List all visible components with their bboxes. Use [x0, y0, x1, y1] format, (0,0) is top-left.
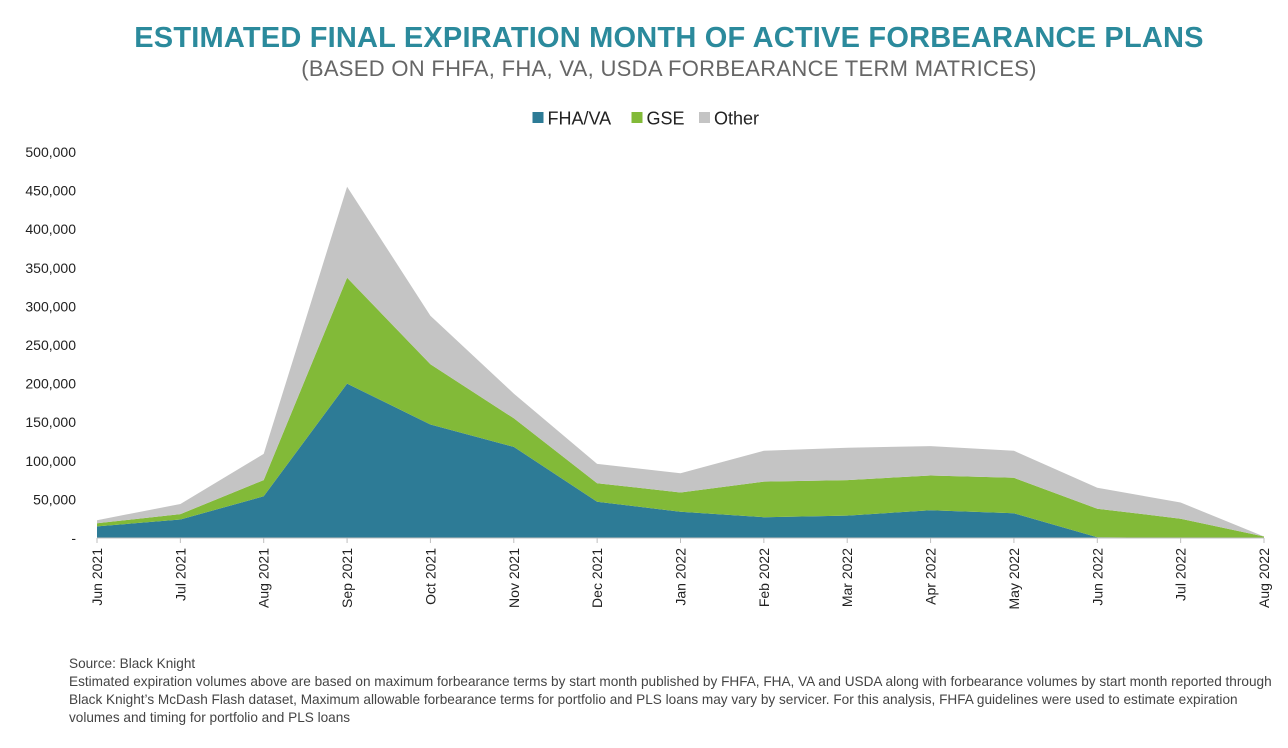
x-tick-label: May 2022 — [1006, 548, 1022, 610]
y-tick-label: 200,000 — [25, 376, 76, 392]
y-tick-label: 350,000 — [25, 260, 76, 276]
x-tick-label: Jul 2022 — [1173, 548, 1189, 601]
legend-swatch — [532, 112, 544, 123]
x-axis: Jun 2021 Jul 2021 Aug 2021 Sep 2021 Oct 2021… — [89, 538, 1272, 609]
legend-label: GSE — [647, 109, 685, 129]
y-tick-label: 450,000 — [25, 183, 76, 199]
y-tick-label: 500,000 — [25, 144, 76, 160]
legend: FHA/VA GSE Other — [532, 109, 759, 129]
footnote: Source: Black Knight Estimated expiratio… — [69, 655, 1281, 727]
y-tick-label: 400,000 — [25, 221, 76, 237]
plot-areas — [97, 186, 1264, 538]
y-axis: - 50,000 100,000 150,000 200,000 250,000 300,0… — [25, 144, 76, 546]
legend-swatch — [699, 112, 710, 123]
y-tick-label: 300,000 — [25, 298, 76, 314]
x-tick-label: Jun 2021 — [89, 548, 105, 606]
area-series-fha-va — [97, 383, 1264, 538]
x-tick-label: Oct 2021 — [422, 548, 438, 605]
x-tick-label: Aug 2022 — [1256, 548, 1272, 608]
area-series-gse — [97, 277, 1264, 538]
area-series-other — [97, 186, 1264, 537]
x-tick-label: Apr 2022 — [923, 548, 939, 605]
x-tick-label: Dec 2021 — [589, 548, 605, 608]
y-tick-label: 50,000 — [33, 491, 76, 507]
legend-label: FHA/VA — [548, 109, 612, 129]
methodology-note: Estimated expiration volumes above are b… — [69, 674, 1272, 725]
legend-swatch — [631, 112, 643, 123]
x-tick-label: Feb 2022 — [756, 548, 772, 607]
x-tick-label: Jan 2022 — [673, 548, 689, 606]
x-tick-label: Nov 2021 — [506, 548, 522, 608]
area-chart: FHA/VA GSE Other - 50,000 100,000 150,000 200,… — [25, 109, 1272, 610]
y-tick-label: - — [71, 530, 76, 546]
legend-item-other: Other — [699, 109, 759, 129]
chart-subtitle: (BASED ON FHFA, FHA, VA, USDA FORBEARANC… — [301, 56, 1037, 81]
chart-title: ESTIMATED FINAL EXPIRATION MONTH OF ACTI… — [134, 22, 1204, 54]
legend-item-fha-va: FHA/VA — [532, 109, 612, 129]
x-tick-label: Mar 2022 — [839, 548, 855, 607]
legend-label: Other — [714, 109, 759, 129]
x-tick-label: Sep 2021 — [339, 548, 355, 608]
x-tick-label: Aug 2021 — [256, 548, 272, 608]
y-tick-label: 250,000 — [25, 337, 76, 353]
x-tick-label: Jun 2022 — [1089, 548, 1105, 606]
y-tick-label: 100,000 — [25, 453, 76, 469]
source-note: Source: Black Knight — [69, 656, 196, 671]
y-tick-label: 150,000 — [25, 414, 76, 430]
legend-item-gse: GSE — [631, 109, 685, 129]
x-tick-label: Jul 2021 — [172, 548, 188, 601]
